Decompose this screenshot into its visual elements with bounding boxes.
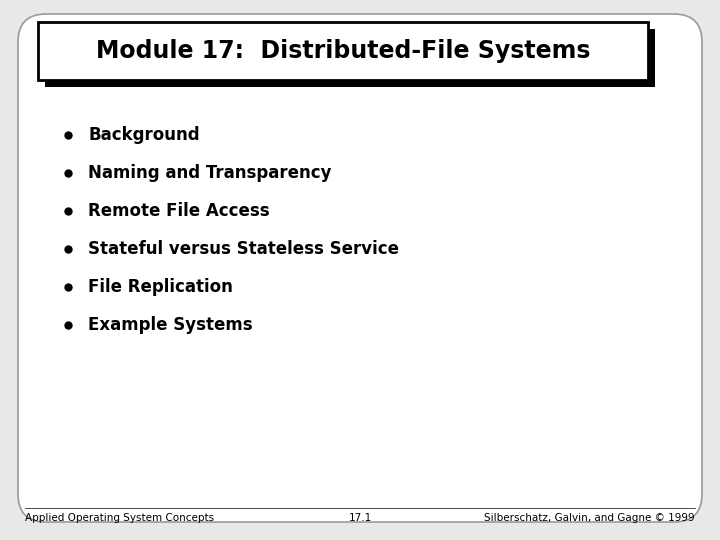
Bar — [38, 22, 648, 80]
Bar — [45, 29, 655, 87]
Text: Example Systems: Example Systems — [88, 316, 253, 334]
Text: Module 17:  Distributed-File Systems: Module 17: Distributed-File Systems — [96, 39, 590, 63]
Text: Background: Background — [88, 126, 199, 144]
Text: 17.1: 17.1 — [348, 513, 372, 523]
Text: Silberschatz, Galvin, and Gagne © 1999: Silberschatz, Galvin, and Gagne © 1999 — [485, 513, 695, 523]
Text: Naming and Transparency: Naming and Transparency — [88, 164, 331, 182]
Text: Remote File Access: Remote File Access — [88, 202, 269, 220]
Text: Applied Operating System Concepts: Applied Operating System Concepts — [25, 513, 214, 523]
FancyBboxPatch shape — [18, 14, 702, 522]
Text: File Replication: File Replication — [88, 278, 233, 296]
Text: Stateful versus Stateless Service: Stateful versus Stateless Service — [88, 240, 399, 258]
